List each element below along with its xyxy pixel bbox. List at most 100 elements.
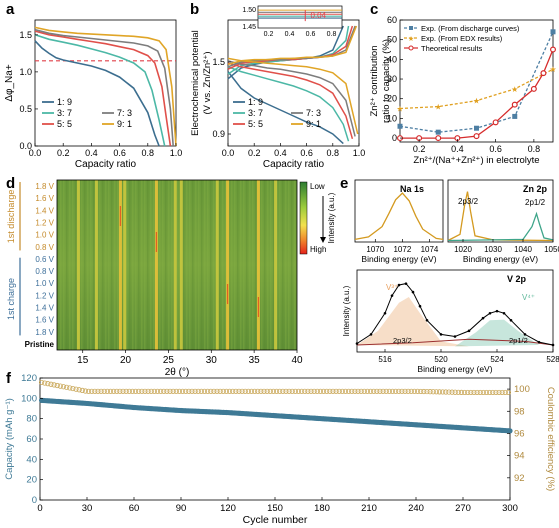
ce-point <box>148 388 154 394</box>
inset-x-tick: 0.6 <box>306 31 316 38</box>
y-tick-label: 0 <box>392 133 397 143</box>
inset-x-tick: 0.2 <box>264 31 274 38</box>
heatmap-texture <box>294 180 296 350</box>
inset-y-tick: 1.45 <box>242 24 256 31</box>
ce-point <box>314 388 320 394</box>
data-point-circle <box>549 46 556 53</box>
ce-point <box>349 388 355 394</box>
data-point-circle <box>473 133 480 140</box>
heatmap-texture <box>99 180 101 350</box>
heatmap-texture <box>126 180 128 350</box>
data-point-circle <box>511 101 518 108</box>
ce-point <box>377 388 383 394</box>
ce-point <box>311 388 317 394</box>
ce-point <box>192 388 198 394</box>
subplot-title: Zn 2p <box>523 184 548 194</box>
ce-point <box>433 389 439 395</box>
heatmap-texture <box>195 180 197 350</box>
heatmap-texture <box>141 180 143 350</box>
colorbar-title: Intensity (a.u.) <box>327 192 336 243</box>
row-label: 1.6 V <box>35 316 54 325</box>
y-tick-label-right: 100 <box>514 384 530 395</box>
y-axis-label: Zn²⁺ contribution <box>369 45 380 116</box>
x-tick-label: 30 <box>82 503 93 514</box>
legend-label: Exp. (From discharge curves) <box>421 24 520 33</box>
ce-point <box>496 389 502 396</box>
heatmap-texture <box>279 180 281 350</box>
legend-marker <box>409 26 413 30</box>
heatmap-texture <box>84 180 86 350</box>
y-tick-label-left: 40 <box>26 454 37 465</box>
x-tick-label: 1020 <box>454 245 472 254</box>
x-tick-label: 0.8 <box>142 148 155 158</box>
ce-point <box>383 388 389 394</box>
series-line <box>400 49 554 139</box>
ce-point <box>198 388 204 394</box>
data-point-circle <box>435 135 442 142</box>
ce-point <box>239 388 245 394</box>
ce-point <box>98 388 104 394</box>
spectrum-line <box>447 191 554 242</box>
ce-point <box>117 388 123 394</box>
ce-point <box>364 388 371 394</box>
heatmap-texture <box>72 180 74 350</box>
legend-label: 5: 5 <box>57 119 72 129</box>
ce-point <box>245 388 251 394</box>
legend-label: 3: 7 <box>248 108 263 118</box>
series-line-91 <box>34 26 177 147</box>
x-tick-label: 180 <box>314 503 330 514</box>
ce-point <box>367 388 374 394</box>
ce-point <box>380 388 386 394</box>
ce-point <box>374 388 380 394</box>
ce-point <box>302 388 308 394</box>
ce-point <box>248 388 255 394</box>
heatmap-texture <box>210 180 212 350</box>
ce-point <box>487 389 493 396</box>
ce-point <box>73 386 79 392</box>
discharge-curve <box>227 60 356 137</box>
ce-point <box>79 387 85 393</box>
series-line-73 <box>34 28 174 147</box>
ce-point <box>107 388 114 394</box>
x-axis-label: Cycle number <box>243 514 308 526</box>
discharge-curve <box>227 62 354 140</box>
x-tick-label: 0.0 <box>222 148 235 158</box>
x-axis-label: Zn²⁺/(Na⁺+Zn²⁺) in electrolyte <box>413 155 539 166</box>
y-tick-label-left: 20 <box>26 475 37 486</box>
plot-frame <box>447 179 554 243</box>
ce-point <box>252 388 258 394</box>
row-label: 1.0 V <box>35 279 54 288</box>
x-tick-label: 240 <box>408 503 424 514</box>
diffraction-peak <box>76 180 80 350</box>
data-point-circle <box>492 119 499 126</box>
ce-point <box>468 389 474 396</box>
heatmap-texture <box>186 180 188 350</box>
group-label-charge: 1st charge <box>6 278 16 320</box>
ce-point <box>430 389 436 395</box>
background-line <box>356 338 554 346</box>
row-label: 0.8 V <box>35 267 54 276</box>
heatmap-texture <box>162 180 164 350</box>
y-axis-label: Intensity (a.u.) <box>342 285 351 336</box>
ce-point <box>126 388 132 394</box>
diffraction-peak <box>118 180 122 350</box>
inset-y-tick: 1.50 <box>242 7 256 14</box>
heatmap-texture <box>81 180 83 350</box>
inset-x-tick: 0.4 <box>285 31 295 38</box>
ce-point <box>167 388 173 394</box>
x-tick-label: 0.2 <box>413 144 426 154</box>
heatmap-texture <box>57 180 59 350</box>
plot-frame <box>354 179 444 243</box>
ce-point <box>211 388 217 394</box>
diffraction-peak <box>274 180 278 350</box>
inset-frame <box>257 5 343 29</box>
ce-point <box>82 388 89 394</box>
ce-point <box>255 388 261 394</box>
heatmap-texture <box>219 180 221 350</box>
heatmap-texture <box>234 180 236 350</box>
legend-label: 5: 5 <box>248 119 263 129</box>
ce-point <box>123 388 129 394</box>
heatmap-texture <box>105 180 107 350</box>
ce-point <box>289 388 295 394</box>
ce-point <box>389 388 396 394</box>
